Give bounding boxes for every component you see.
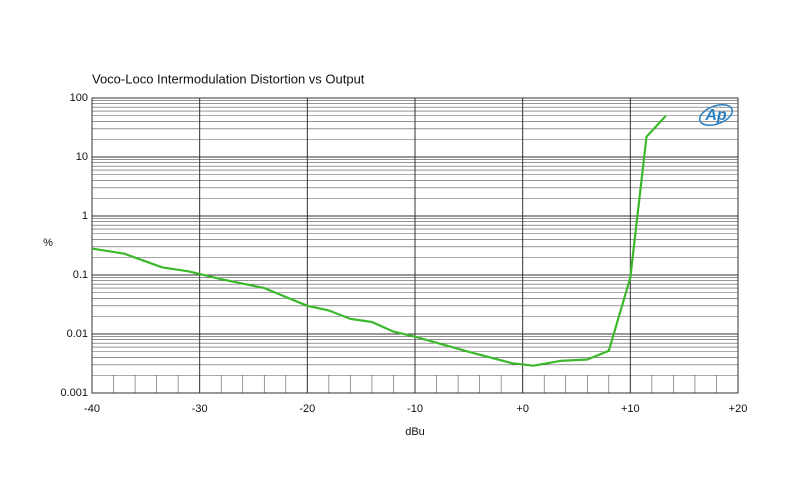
y-tick-label: 100: [70, 92, 88, 104]
y-tick-label: 1: [82, 210, 88, 222]
x-tick-label: -30: [192, 403, 208, 415]
logo-ring: [698, 103, 734, 127]
y-tick-label: 10: [76, 151, 88, 163]
plot-frame: [91, 97, 739, 394]
x-tick-label: -40: [84, 403, 100, 415]
x-tick-label: +0: [516, 403, 529, 415]
y-axis-label: %: [43, 237, 53, 249]
y-tick-label: 0.01: [67, 328, 88, 340]
logo-text: Ap: [704, 107, 727, 124]
data-line: [91, 115, 667, 367]
x-axis-label: dBu: [405, 426, 425, 438]
x-tick-label: +10: [621, 403, 640, 415]
x-tick-label: +20: [729, 403, 748, 415]
logo: Ap: [698, 103, 734, 127]
y-tick-label: 0.1: [73, 269, 88, 281]
x-tick-label: -10: [407, 403, 423, 415]
x-tick-label: -20: [299, 403, 315, 415]
y-tick-label: 0.001: [60, 387, 88, 399]
chart-title: Voco-Loco Intermodulation Distortion vs …: [92, 71, 365, 86]
